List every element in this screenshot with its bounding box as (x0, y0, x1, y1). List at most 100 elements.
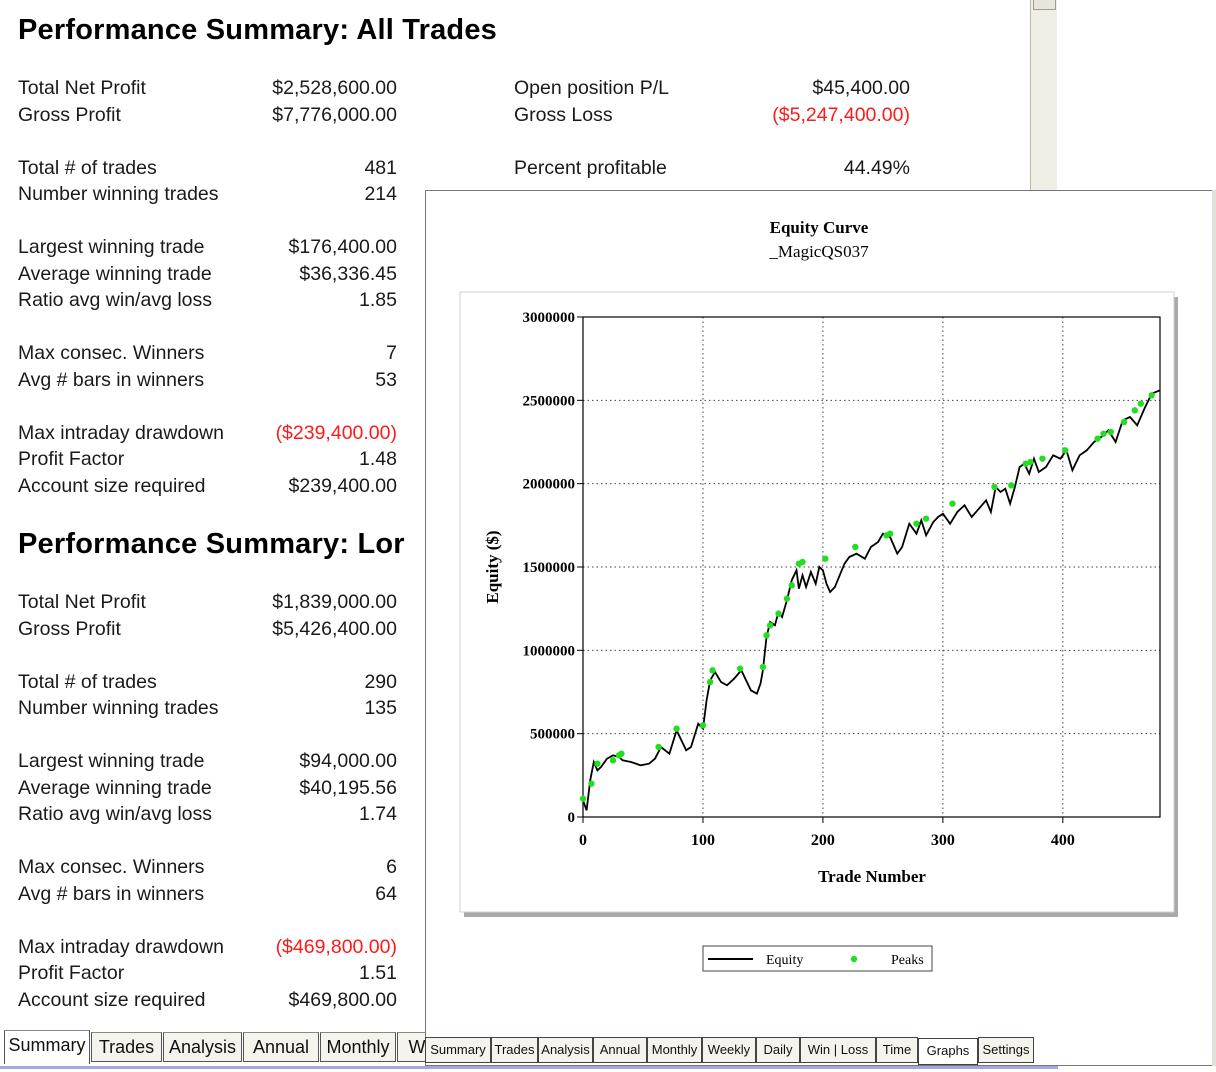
graph-tab-monthly[interactable]: Monthly (647, 1037, 702, 1063)
all-trades-value-max-consec-winners: 7 (386, 342, 397, 364)
summary-tab-trades[interactable]: Trades (91, 1032, 162, 1062)
peak-point (759, 663, 767, 671)
long-trades-value-ratio-avg-win-avg-loss: 1.74 (359, 803, 397, 825)
peak-point (594, 760, 601, 767)
graph-tab-weekly[interactable]: Weekly (702, 1037, 756, 1063)
x-axis-label: Trade Number (818, 867, 926, 886)
scrollbar-thumb[interactable] (1033, 0, 1056, 10)
all-trades-label-largest-winning-trade: Largest winning trade (18, 236, 205, 258)
all-trades-label-profit-factor: Profit Factor (18, 448, 125, 470)
all-trades-label-average-winning-trade: Average winning trade (18, 262, 212, 285)
long-trades-value-profit-factor: 1.51 (359, 962, 397, 984)
long-trades-title: Performance Summary: Lor (18, 528, 405, 560)
peak-point (922, 515, 930, 522)
graph-tab-graphs[interactable]: Graphs (918, 1038, 978, 1065)
long-trades-value-average-winning-trade: $40,195.56 (299, 776, 397, 799)
all-trades-value-max-intraday-drawdown: ($239,400.00) (275, 421, 397, 444)
all-trades-label-percent-profitable: Percent profitable (514, 156, 667, 179)
legend-equity-label: Equity (766, 953, 803, 968)
graph-tab-annual[interactable]: Annual (593, 1037, 647, 1063)
long-trades-value-account-size-required: $469,800.00 (288, 988, 397, 1011)
graph-tab-trades[interactable]: Trades (491, 1037, 538, 1063)
peak-point (699, 722, 707, 729)
x-tick-label: 300 (931, 832, 955, 849)
long-trades-value-total-net-profit: $1,839,000.00 (272, 591, 397, 613)
long-trades-label-total-of-trades: Total # of trades (18, 670, 157, 693)
y-tick-label: 0 (568, 810, 576, 826)
all-trades-label-gross-loss: Gross Loss (514, 103, 613, 126)
equity-graph-window: Equity Curve _MagicQS037 0 100 200 300 400 0 5… (425, 190, 1214, 1066)
graph-tab-settings[interactable]: Settings (978, 1037, 1034, 1063)
summary-tab-annual[interactable]: Annual (243, 1032, 319, 1062)
peak-point (1107, 428, 1115, 436)
x-tick-label: 200 (811, 832, 835, 849)
all-trades-label-ratio-avg-win-avg-loss: Ratio avg win/avg loss (18, 289, 213, 311)
all-trades-value-percent-profitable: 44.49% (843, 156, 910, 179)
summary-tab-strip: Summary Trades Analysis Annual Monthly W (0, 1030, 440, 1066)
peak-point (783, 595, 791, 602)
peak-point (609, 757, 617, 764)
peak-point (1008, 482, 1015, 489)
all-trades-value-number-winning-trades: 214 (364, 183, 397, 205)
all-trades-label-total-net-profit: Total Net Profit (18, 77, 146, 99)
all-trades-value-gross-loss: ($5,247,400.00) (772, 103, 910, 126)
peak-point (588, 780, 595, 787)
graph-tab-time[interactable]: Time (876, 1037, 918, 1063)
legend-peaks-swatch (850, 955, 858, 963)
long-trades-label-gross-profit: Gross Profit (18, 617, 121, 640)
graph-tab-win-loss[interactable]: Win | Loss (800, 1037, 876, 1063)
peak-point (822, 555, 829, 562)
summary-tab-monthly[interactable]: Monthly (320, 1032, 396, 1062)
peak-point (949, 500, 956, 507)
summary-tab-analysis[interactable]: Analysis (163, 1032, 242, 1062)
chart-legend: Equity Peaks (702, 945, 933, 972)
all-trades-label-number-winning-trades: Number winning trades (18, 183, 219, 205)
peak-point (673, 725, 680, 732)
peak-point (1039, 455, 1046, 462)
y-tick-label: 1000000 (523, 643, 576, 659)
equity-curve-chart: Equity Curve _MagicQS037 0 100 200 300 400 0 5… (459, 218, 1178, 972)
peak-point (709, 667, 716, 674)
long-trades-value-max-consec-winners: 6 (386, 856, 397, 878)
all-trades-value-avg-bars-in-winners: 53 (375, 368, 397, 391)
all-trades-value-total-net-profit: $2,528,600.00 (272, 77, 397, 99)
peak-point (1137, 400, 1145, 407)
peak-point (579, 795, 587, 802)
peak-point (1131, 407, 1139, 414)
all-trades-value-largest-winning-trade: $176,400.00 (288, 236, 397, 258)
peak-point (886, 530, 894, 537)
all-trades-label-total-of-trades: Total # of trades (18, 156, 157, 179)
long-trades-label-number-winning-trades: Number winning trades (18, 697, 219, 719)
summary-tab-summary[interactable]: Summary (4, 1030, 90, 1064)
all-trades-value-open-position-p-l: $45,400.00 (812, 77, 910, 99)
long-trades-label-avg-bars-in-winners: Avg # bars in winners (18, 882, 205, 905)
all-trades-label-account-size-required: Account size required (18, 474, 206, 497)
peak-point (763, 632, 770, 639)
x-tick-label: 0 (579, 832, 587, 849)
axis-ticks: 0 100 200 300 400 0 500000 1000000 1500000 200000… (523, 310, 1075, 849)
graph-tab-daily[interactable]: Daily (756, 1037, 800, 1063)
all-trades-label-gross-profit: Gross Profit (18, 103, 121, 126)
graph-tab-analysis[interactable]: Analysis (538, 1037, 593, 1063)
peak-point (1027, 458, 1034, 466)
all-trades-label-max-intraday-drawdown: Max intraday drawdown (18, 421, 224, 444)
peak-point (706, 678, 714, 686)
peak-point (788, 582, 795, 589)
x-tick-label: 400 (1051, 832, 1075, 849)
chart-subtitle: _MagicQS037 (768, 242, 869, 261)
long-trades-label-profit-factor: Profit Factor (18, 962, 125, 984)
long-trades-value-largest-winning-trade: $94,000.00 (299, 750, 397, 772)
long-trades-label-ratio-avg-win-avg-loss: Ratio avg win/avg loss (18, 803, 213, 825)
all-trades-value-average-winning-trade: $36,336.45 (299, 262, 397, 285)
graph-window-edge (1212, 190, 1216, 1066)
long-trades-label-largest-winning-trade: Largest winning trade (18, 750, 205, 772)
peak-point (852, 543, 859, 551)
long-trades-value-number-winning-trades: 135 (364, 697, 397, 719)
peak-point (991, 483, 998, 491)
all-trades-value-ratio-avg-win-avg-loss: 1.85 (359, 289, 397, 311)
all-trades-value-gross-profit: $7,776,000.00 (272, 103, 397, 126)
graph-tab-summary[interactable]: Summary (425, 1037, 491, 1063)
legend-peaks-label: Peaks (891, 953, 924, 968)
all-trades-value-profit-factor: 1.48 (359, 448, 397, 470)
long-trades-value-avg-bars-in-winners: 64 (375, 882, 397, 905)
